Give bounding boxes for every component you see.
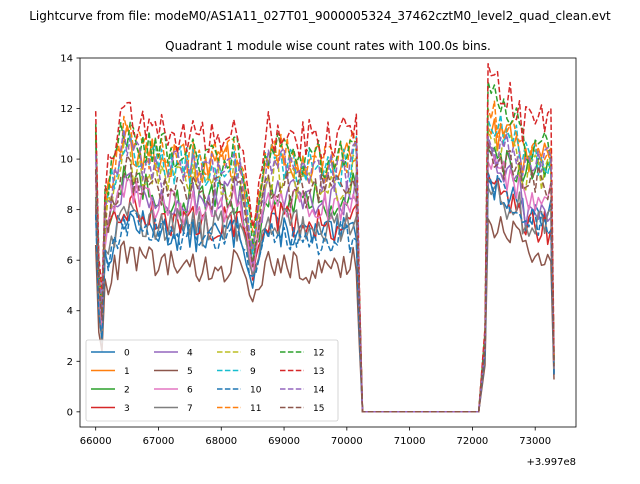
legend-label-1: 1 bbox=[124, 367, 130, 377]
series-line-7 bbox=[94, 181, 555, 413]
legend-label-9: 9 bbox=[250, 367, 256, 377]
series-line-13 bbox=[94, 62, 555, 413]
x-tick-label: 73000 bbox=[519, 436, 551, 447]
legend-label-3: 3 bbox=[124, 404, 130, 414]
legend-label-6: 6 bbox=[187, 386, 193, 396]
y-tick-label: 2 bbox=[67, 357, 73, 368]
legend-label-7: 7 bbox=[187, 404, 193, 414]
y-tick-label: 8 bbox=[67, 205, 73, 216]
y-tick-label: 14 bbox=[60, 54, 73, 65]
legend-frame bbox=[85, 339, 339, 422]
chart-title: Quadrant 1 module wise count rates with … bbox=[165, 39, 491, 53]
y-tick-label: 12 bbox=[60, 104, 73, 115]
figure-suptitle: Lightcurve from file: modeM0/AS1A11_027T… bbox=[29, 9, 611, 23]
legend-label-11: 11 bbox=[250, 404, 261, 414]
axes-frame bbox=[79, 57, 577, 428]
legend-label-15: 15 bbox=[313, 404, 324, 414]
legend-label-8: 8 bbox=[250, 349, 256, 359]
series-line-5 bbox=[94, 216, 555, 413]
series-line-11 bbox=[94, 100, 555, 413]
plot-area bbox=[94, 62, 555, 413]
legend-label-13: 13 bbox=[313, 367, 324, 377]
x-tick-label: 68000 bbox=[205, 436, 237, 447]
x-tick-label: 69000 bbox=[268, 436, 300, 447]
x-tick-label: 71000 bbox=[394, 436, 426, 447]
legend-label-10: 10 bbox=[250, 386, 262, 396]
x-axis-offset-label: +3.997e8 bbox=[526, 457, 576, 468]
legend-label-0: 0 bbox=[124, 349, 130, 359]
legend-label-5: 5 bbox=[187, 367, 193, 377]
legend-label-4: 4 bbox=[187, 349, 193, 359]
series-line-8 bbox=[94, 129, 555, 413]
legend-label-12: 12 bbox=[313, 349, 324, 359]
series-line-15 bbox=[94, 142, 555, 413]
series-line-4 bbox=[94, 139, 555, 413]
y-tick-label: 4 bbox=[67, 306, 73, 317]
x-tick-label: 67000 bbox=[143, 436, 175, 447]
y-axis: 0 2 4 6 8 10 12 14 bbox=[60, 54, 80, 418]
y-tick-label: 6 bbox=[67, 256, 73, 267]
legend-label-14: 14 bbox=[313, 386, 325, 396]
series-line-10 bbox=[94, 172, 555, 413]
x-tick-label: 66000 bbox=[80, 436, 112, 447]
x-axis: 66000 67000 68000 69000 70000 71000 72000 73000 bbox=[80, 427, 551, 447]
y-tick-label: 0 bbox=[67, 407, 73, 418]
x-tick-label: 72000 bbox=[456, 436, 488, 447]
y-tick-label: 10 bbox=[60, 155, 73, 166]
x-tick-label: 70000 bbox=[331, 436, 363, 447]
legend-label-2: 2 bbox=[124, 386, 130, 396]
